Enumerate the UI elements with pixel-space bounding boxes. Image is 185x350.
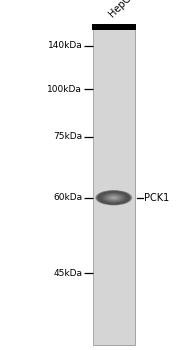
Ellipse shape: [113, 197, 115, 198]
Bar: [97, 26, 130, 345]
Bar: [94, 26, 134, 345]
Text: 75kDa: 75kDa: [53, 132, 82, 141]
Ellipse shape: [100, 192, 127, 203]
Ellipse shape: [104, 194, 123, 202]
Text: PCK1: PCK1: [144, 193, 169, 203]
Bar: [92, 26, 135, 345]
Ellipse shape: [103, 194, 124, 202]
Bar: [95, 26, 132, 345]
Ellipse shape: [111, 196, 117, 199]
Bar: [93, 26, 135, 345]
Bar: [92, 24, 136, 30]
Bar: [96, 26, 132, 345]
Bar: [94, 26, 134, 345]
Bar: [96, 26, 132, 345]
Ellipse shape: [106, 194, 122, 201]
Bar: [97, 26, 130, 345]
Ellipse shape: [99, 191, 129, 204]
Ellipse shape: [110, 196, 117, 199]
Bar: [97, 26, 131, 345]
Ellipse shape: [103, 193, 125, 202]
Text: 45kDa: 45kDa: [53, 268, 82, 278]
Bar: [95, 26, 133, 345]
Bar: [95, 26, 132, 345]
Ellipse shape: [112, 197, 116, 199]
Ellipse shape: [109, 196, 119, 200]
Ellipse shape: [102, 193, 126, 203]
Ellipse shape: [108, 195, 120, 200]
Text: 100kDa: 100kDa: [47, 85, 82, 94]
Text: 60kDa: 60kDa: [53, 193, 82, 202]
Ellipse shape: [100, 192, 128, 204]
Bar: [97, 26, 131, 345]
Bar: [95, 26, 133, 345]
Ellipse shape: [109, 196, 118, 200]
Bar: [94, 26, 133, 345]
Ellipse shape: [112, 197, 115, 198]
Bar: [96, 26, 131, 345]
Bar: [96, 26, 132, 345]
Bar: [92, 26, 135, 345]
Text: 140kDa: 140kDa: [48, 41, 82, 50]
Ellipse shape: [95, 190, 132, 205]
Ellipse shape: [101, 193, 126, 203]
Bar: [93, 26, 134, 345]
Ellipse shape: [105, 194, 123, 202]
Ellipse shape: [96, 190, 132, 205]
Bar: [94, 26, 134, 345]
Ellipse shape: [107, 195, 120, 201]
Ellipse shape: [97, 191, 131, 205]
Ellipse shape: [97, 191, 130, 204]
Ellipse shape: [98, 191, 129, 204]
Bar: [93, 26, 134, 345]
Ellipse shape: [106, 195, 121, 201]
Text: HepG2: HepG2: [107, 0, 137, 19]
